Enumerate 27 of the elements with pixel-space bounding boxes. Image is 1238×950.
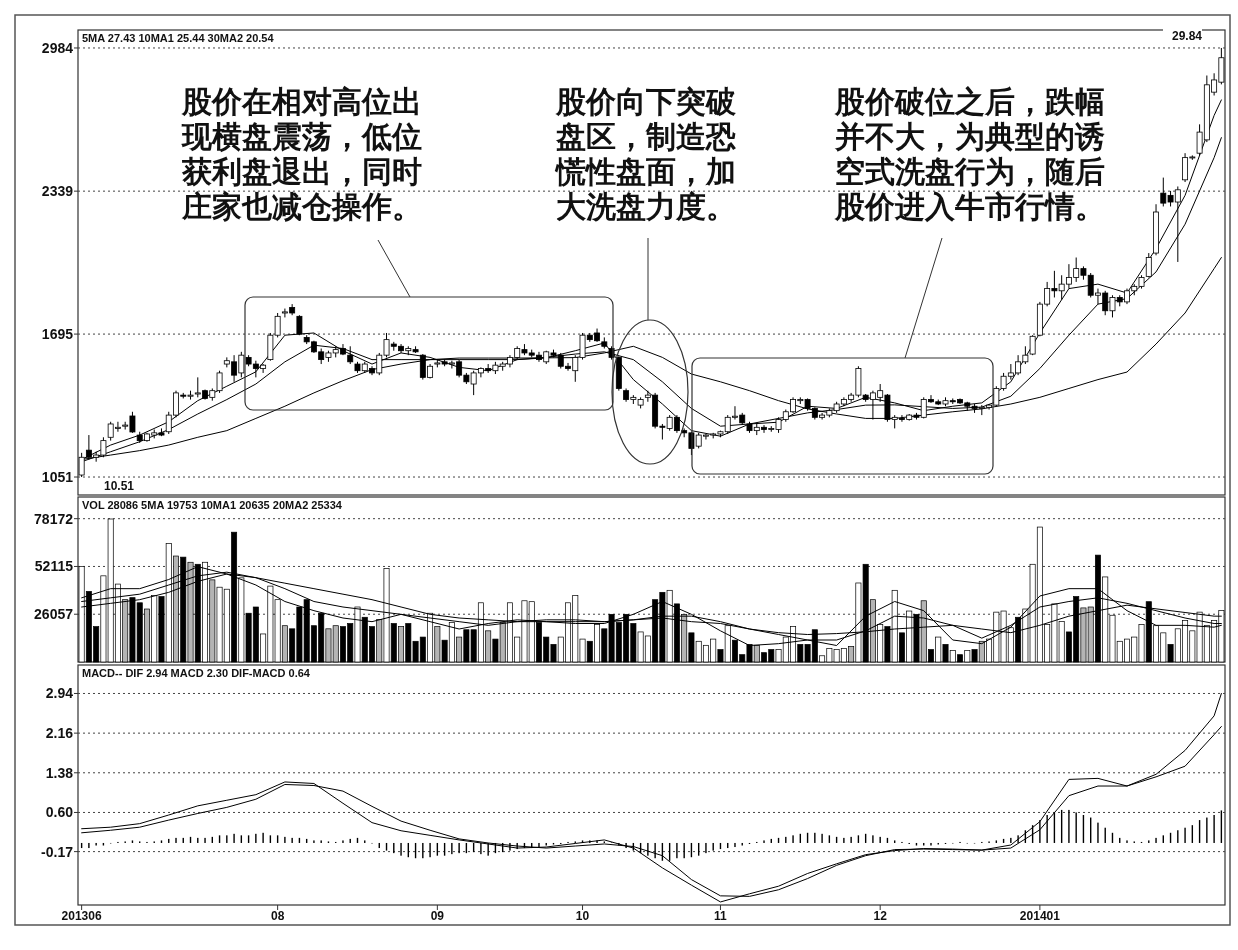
annotation: 股价在相对高位出现横盘震荡，低位获利盘退出，同时庄家也减仓操作。	[181, 85, 422, 223]
annotation: MACD-- DIF 2.94 MACD 2.30 DIF-MACD 0.64	[82, 667, 311, 679]
x-tick-label: 11	[714, 909, 728, 923]
y-tick-label: -0.17	[41, 843, 74, 860]
y-tick-label: 1695	[41, 326, 74, 343]
y-tick-label: 0.60	[45, 804, 74, 821]
annotation: 股价破位之后，跌幅并不大，为典型的诱空式洗盘行为，随后股价进入牛市行情。	[834, 85, 1105, 223]
y-tick-label: 2339	[41, 183, 74, 200]
y-tick-label: 2984	[41, 39, 74, 56]
x-tick-label: 09	[430, 909, 445, 923]
annotation: 股价向下突破盘区，制造恐慌性盘面，加大洗盘力度。	[554, 85, 736, 223]
y-tick-label: 2.16	[45, 725, 74, 742]
x-tick-label: 12	[873, 909, 888, 923]
y-tick-label: 78172	[34, 510, 74, 527]
x-tick-label: 08	[270, 909, 285, 923]
y-tick-label: 1051	[41, 469, 74, 486]
annotation: 10.51	[104, 479, 135, 493]
annotation: 29.84	[1171, 29, 1203, 43]
x-tick-label: 201306	[61, 909, 102, 923]
y-tick-label: 26057	[34, 606, 74, 623]
y-tick-label: 52115	[34, 558, 74, 575]
annotation: 5MA 27.43 10MA1 25.44 30MA2 20.54	[82, 32, 275, 44]
annotation: VOL 28086 5MA 19753 10MA1 20635 20MA2 25334	[82, 499, 343, 511]
x-tick-label: 201401	[1019, 909, 1061, 923]
y-tick-label: 2.94	[45, 685, 74, 702]
y-tick-label: 1.38	[45, 764, 74, 781]
x-tick-label: 10	[575, 909, 590, 923]
